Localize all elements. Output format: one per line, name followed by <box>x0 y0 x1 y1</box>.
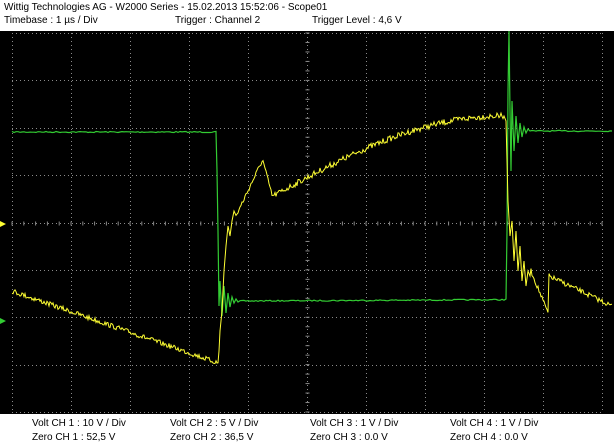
oscilloscope-screen <box>0 31 614 414</box>
trigger-label: Trigger : Channel 2 <box>175 15 261 26</box>
ch1-volt-label: Volt CH 1 : 10 V / Div <box>32 418 126 429</box>
timebase-label: Timebase : 1 µs / Div <box>4 15 98 26</box>
ch2-zero-label: Zero CH 2 : 36,5 V <box>170 432 254 443</box>
channel-2-trace <box>11 31 613 317</box>
graticule <box>11 32 603 413</box>
channel-2-zero-marker <box>0 318 6 324</box>
channel-1-trace <box>11 111 613 365</box>
ch3-volt-label: Volt CH 3 : 1 V / Div <box>310 418 399 429</box>
waveform-display <box>0 31 613 413</box>
ch4-volt-label: Volt CH 4 : 1 V / Div <box>450 418 539 429</box>
scope-header: Wittig Technologies AG - W2000 Series - … <box>0 0 614 31</box>
trigger-level-label: Trigger Level : 4,6 V <box>312 15 402 26</box>
ch1-zero-label: Zero CH 1 : 52,5 V <box>32 432 116 443</box>
ch4-zero-label: Zero CH 4 : 0.0 V <box>450 432 528 443</box>
scope-footer: Volt CH 1 : 10 V / Div Zero CH 1 : 52,5 … <box>0 414 614 447</box>
scope-title: Wittig Technologies AG - W2000 Series - … <box>4 2 328 13</box>
ch2-volt-label: Volt CH 2 : 5 V / Div <box>170 418 259 429</box>
channel-1-zero-marker <box>0 221 6 227</box>
channel-markers <box>0 221 6 324</box>
ch3-zero-label: Zero CH 3 : 0.0 V <box>310 432 388 443</box>
